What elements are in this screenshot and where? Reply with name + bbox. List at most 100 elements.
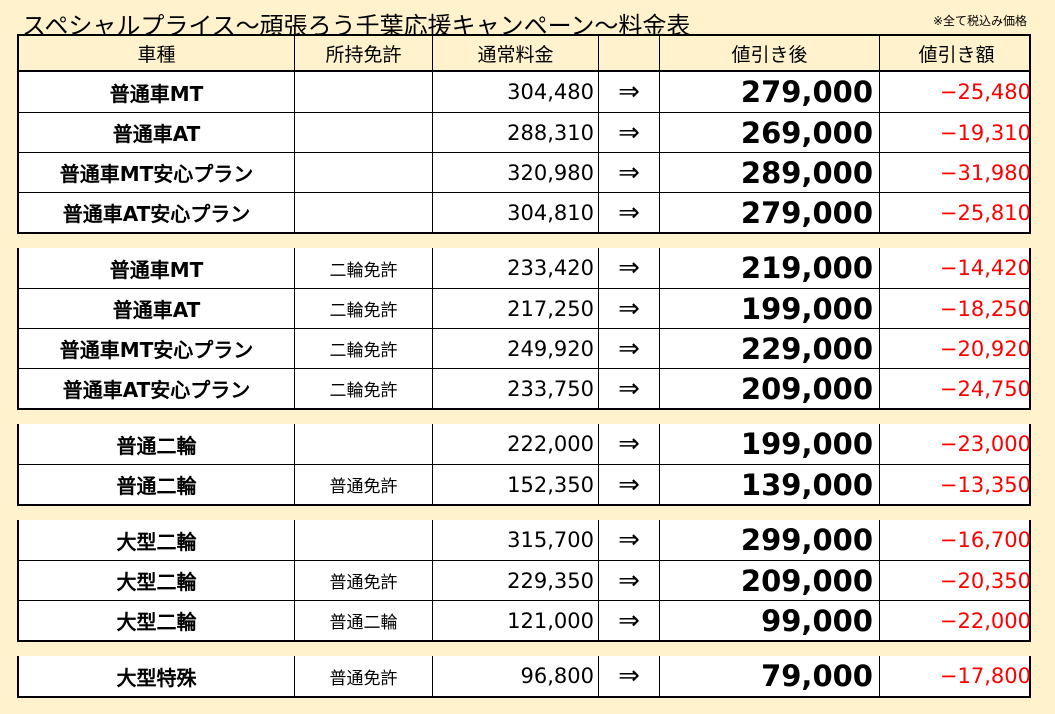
discount-amount-cell: −25,480 (939, 80, 1031, 104)
discount-amount-cell: −19,310 (939, 120, 1031, 145)
vehicle-type-cell: 普通車MT安心プラン (19, 153, 295, 192)
license-cell: 普通二輪 (295, 601, 433, 640)
vehicle-type-cell: 大型二輪 (19, 561, 295, 600)
discount-amount-cell: −25,810 (939, 200, 1031, 225)
discounted-price-cell: 279,000 (660, 72, 880, 112)
vehicle-type-cell: 普通二輪 (19, 465, 295, 504)
header-diff: 値引き額 (918, 43, 995, 66)
regular-price-cell: 315,700 (433, 520, 599, 560)
discount-amount-cell: −20,350 (939, 568, 1031, 593)
discount-amount-cell: −31,980 (939, 160, 1031, 185)
table-row: 普通二輪 222,000 ⇒ 199,000 −23,000 (19, 424, 1031, 464)
table-row: 大型二輪 普通免許 229,350 ⇒ 209,000 −20,350 (19, 560, 1031, 600)
regular-price-cell: 233,420 (433, 248, 599, 288)
arrow-cell: ⇒ (599, 465, 660, 504)
vehicle-type-cell: 大型二輪 (19, 601, 295, 640)
discounted-price-cell: 199,000 (660, 424, 880, 464)
group-spacer (17, 410, 1031, 424)
vehicle-type-cell: 普通車AT安心プラン (19, 193, 295, 232)
license-cell: 二輪免許 (295, 248, 433, 288)
discounted-price-cell: 199,000 (660, 289, 880, 328)
regular-price-cell: 233,750 (433, 369, 599, 408)
license-cell (295, 72, 433, 112)
arrow-cell: ⇒ (599, 424, 660, 464)
header-license: 所持免許 (295, 36, 433, 70)
regular-price-cell: 121,000 (433, 601, 599, 640)
vehicle-type-cell: 普通車AT安心プラン (19, 369, 295, 408)
vehicle-type-cell: 普通二輪 (19, 424, 295, 464)
table-group: 普通車MT 二輪免許 233,420 ⇒ 219,000 −14,420 普通車AT 二輪免許… (17, 248, 1031, 410)
discounted-price-cell: 219,000 (660, 248, 880, 288)
regular-price-cell: 249,920 (433, 329, 599, 368)
table-row: 普通車MT安心プラン 320,980 ⇒ 289,000 −31,980 (19, 152, 1031, 192)
license-cell (295, 520, 433, 560)
arrow-cell: ⇒ (599, 289, 660, 328)
table-group: 普通二輪 222,000 ⇒ 199,000 −23,000 普通二輪 普通免許 152,35… (17, 424, 1031, 506)
regular-price-cell: 152,350 (433, 465, 599, 504)
discount-amount-cell: −23,000 (939, 432, 1031, 456)
table-row: 普通車AT 二輪免許 217,250 ⇒ 199,000 −18,250 (19, 288, 1031, 328)
arrow-cell: ⇒ (599, 248, 660, 288)
discount-amount-cell: −14,420 (939, 256, 1031, 280)
regular-price-cell: 304,480 (433, 72, 599, 112)
vehicle-type-cell: 普通車MT (19, 72, 295, 112)
vehicle-type-cell: 大型特殊 (19, 656, 295, 696)
table-header: 車種 所持免許 通常料金 値引き後 値引き額 (17, 34, 1031, 72)
license-cell (295, 153, 433, 192)
arrow-cell: ⇒ (599, 193, 660, 232)
arrow-cell: ⇒ (599, 656, 660, 696)
regular-price-cell: 229,350 (433, 561, 599, 600)
price-table: 車種 所持免許 通常料金 値引き後 値引き額 普通車MT 304,480 ⇒ 279,… (17, 34, 1031, 698)
vehicle-type-cell: 普通車AT (19, 113, 295, 152)
discount-amount-cell: −18,250 (939, 296, 1031, 321)
table-row: 普通車MT 二輪免許 233,420 ⇒ 219,000 −14,420 (19, 248, 1031, 288)
license-cell: 二輪免許 (295, 289, 433, 328)
vehicle-type-cell: 普通車MT安心プラン (19, 329, 295, 368)
regular-price-cell: 288,310 (433, 113, 599, 152)
discount-amount-cell: −22,000 (939, 608, 1031, 633)
vehicle-type-cell: 普通車AT (19, 289, 295, 328)
table-row: 大型二輪 普通二輪 121,000 ⇒ 99,000 −22,000 (19, 600, 1031, 640)
table-row: 普通二輪 普通免許 152,350 ⇒ 139,000 −13,350 (19, 464, 1031, 504)
license-cell (295, 113, 433, 152)
discount-amount-cell: −17,800 (939, 664, 1031, 688)
discount-amount-cell: −24,750 (939, 376, 1031, 401)
header-arrow (599, 36, 660, 70)
arrow-cell: ⇒ (599, 561, 660, 600)
discount-amount-cell: −13,350 (939, 472, 1031, 497)
license-cell (295, 424, 433, 464)
table-row: 大型特殊 普通免許 96,800 ⇒ 79,000 −17,800 (19, 656, 1031, 696)
discounted-price-cell: 209,000 (660, 369, 880, 408)
license-cell: 二輪免許 (295, 369, 433, 408)
regular-price-cell: 320,980 (433, 153, 599, 192)
table-row: 普通車AT安心プラン 304,810 ⇒ 279,000 −25,810 (19, 192, 1031, 232)
discount-amount-cell: −20,920 (939, 336, 1031, 361)
group-spacer (17, 506, 1031, 520)
license-cell: 二輪免許 (295, 329, 433, 368)
arrow-cell: ⇒ (599, 369, 660, 408)
tax-note: ※全て税込み価格 (932, 14, 1027, 28)
table-group: 普通車MT 304,480 ⇒ 279,000 −25,480 普通車AT 288,310 ⇒… (17, 72, 1031, 234)
header-regular: 通常料金 (433, 36, 599, 70)
discounted-price-cell: 79,000 (660, 656, 880, 696)
discounted-price-cell: 279,000 (660, 193, 880, 232)
regular-price-cell: 96,800 (433, 656, 599, 696)
header-discounted: 値引き後 (660, 36, 880, 70)
arrow-cell: ⇒ (599, 329, 660, 368)
group-spacer (17, 642, 1031, 656)
discounted-price-cell: 299,000 (660, 520, 880, 560)
arrow-cell: ⇒ (599, 113, 660, 152)
license-cell: 普通免許 (295, 656, 433, 696)
table-row: 普通車MT 304,480 ⇒ 279,000 −25,480 (19, 72, 1031, 112)
discounted-price-cell: 289,000 (660, 153, 880, 192)
table-row: 普通車MT安心プラン 二輪免許 249,920 ⇒ 229,000 −20,920 (19, 328, 1031, 368)
vehicle-type-cell: 大型二輪 (19, 520, 295, 560)
regular-price-cell: 304,810 (433, 193, 599, 232)
discounted-price-cell: 139,000 (660, 465, 880, 504)
arrow-cell: ⇒ (599, 601, 660, 640)
table-group: 大型二輪 315,700 ⇒ 299,000 −16,700 大型二輪 普通免許 229,35… (17, 520, 1031, 642)
discounted-price-cell: 229,000 (660, 329, 880, 368)
license-cell (295, 193, 433, 232)
table-row: 普通車AT安心プラン 二輪免許 233,750 ⇒ 209,000 −24,750 (19, 368, 1031, 408)
table-body: 普通車MT 304,480 ⇒ 279,000 −25,480 普通車AT 288,310 ⇒… (17, 72, 1031, 698)
